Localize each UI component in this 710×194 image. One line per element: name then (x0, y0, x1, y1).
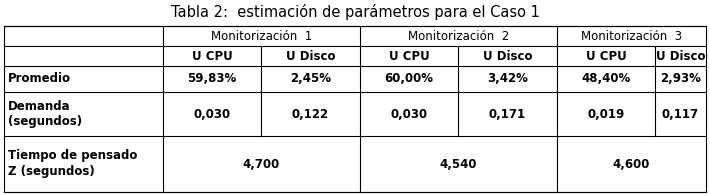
Text: 60,00%: 60,00% (385, 73, 434, 86)
Text: U Disco: U Disco (285, 49, 335, 62)
Text: U Disco: U Disco (656, 49, 705, 62)
Text: Monitorización  3: Monitorización 3 (581, 29, 682, 42)
Text: Promedio: Promedio (8, 73, 71, 86)
Text: Tiempo de pensado
Z (segundos): Tiempo de pensado Z (segundos) (8, 150, 137, 178)
Text: Monitorización  2: Monitorización 2 (408, 29, 509, 42)
Text: 0,117: 0,117 (662, 107, 699, 120)
Text: 0,019: 0,019 (587, 107, 625, 120)
Text: Demanda
(segundos): Demanda (segundos) (8, 100, 82, 128)
Text: 0,122: 0,122 (292, 107, 329, 120)
Text: Monitorización  1: Monitorización 1 (211, 29, 312, 42)
Text: 4,700: 4,700 (243, 158, 280, 171)
Text: 2,93%: 2,93% (660, 73, 701, 86)
Text: 4,600: 4,600 (613, 158, 650, 171)
Text: 0,171: 0,171 (489, 107, 526, 120)
Text: 2,45%: 2,45% (290, 73, 331, 86)
Text: 4,540: 4,540 (439, 158, 477, 171)
Bar (4, 26, 706, 192)
Text: 48,40%: 48,40% (581, 73, 630, 86)
Text: U Disco: U Disco (483, 49, 532, 62)
Text: U CPU: U CPU (192, 49, 232, 62)
Text: 59,83%: 59,83% (187, 73, 236, 86)
Text: 0,030: 0,030 (193, 107, 231, 120)
Text: U CPU: U CPU (586, 49, 626, 62)
Text: 0,030: 0,030 (391, 107, 427, 120)
Text: 3,42%: 3,42% (487, 73, 528, 86)
Text: Tabla 2:  estimación de parámetros para el Caso 1: Tabla 2: estimación de parámetros para e… (170, 4, 540, 20)
Text: U CPU: U CPU (388, 49, 430, 62)
